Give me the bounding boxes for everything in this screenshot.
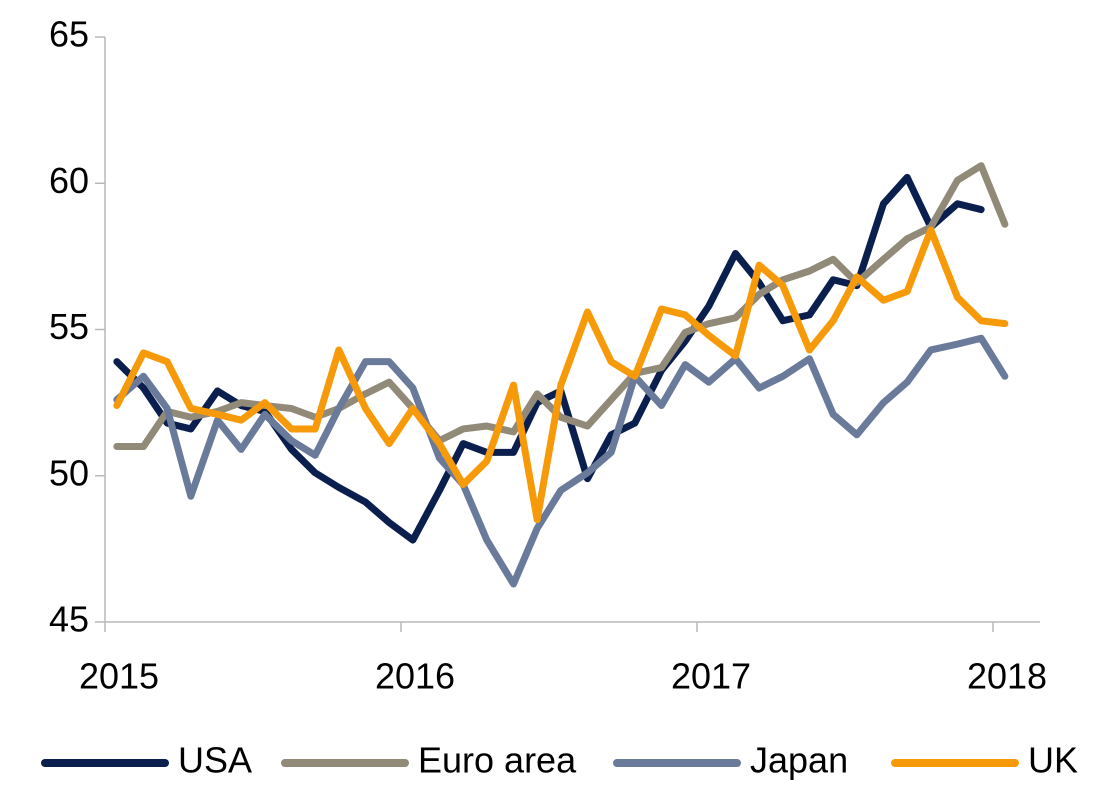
series-line: [113, 173, 985, 544]
legend-label: Euro area: [418, 740, 577, 781]
legend-label: USA: [178, 740, 252, 781]
x-tick-label: 2016: [375, 656, 455, 697]
x-tick-label: 2018: [967, 656, 1047, 697]
x-tick-label: 2017: [671, 656, 751, 697]
x-tick-label: 2015: [79, 656, 159, 697]
y-tick-label: 55: [49, 306, 89, 347]
legend-label: UK: [1028, 740, 1078, 781]
legend-label: Japan: [750, 740, 848, 781]
series-line: [113, 226, 1009, 524]
y-tick-label: 60: [49, 160, 89, 201]
y-tick-label: 50: [49, 452, 89, 493]
y-tick-label: 45: [49, 599, 89, 640]
y-tick-label: 65: [49, 14, 89, 55]
series-line: [113, 334, 1009, 588]
